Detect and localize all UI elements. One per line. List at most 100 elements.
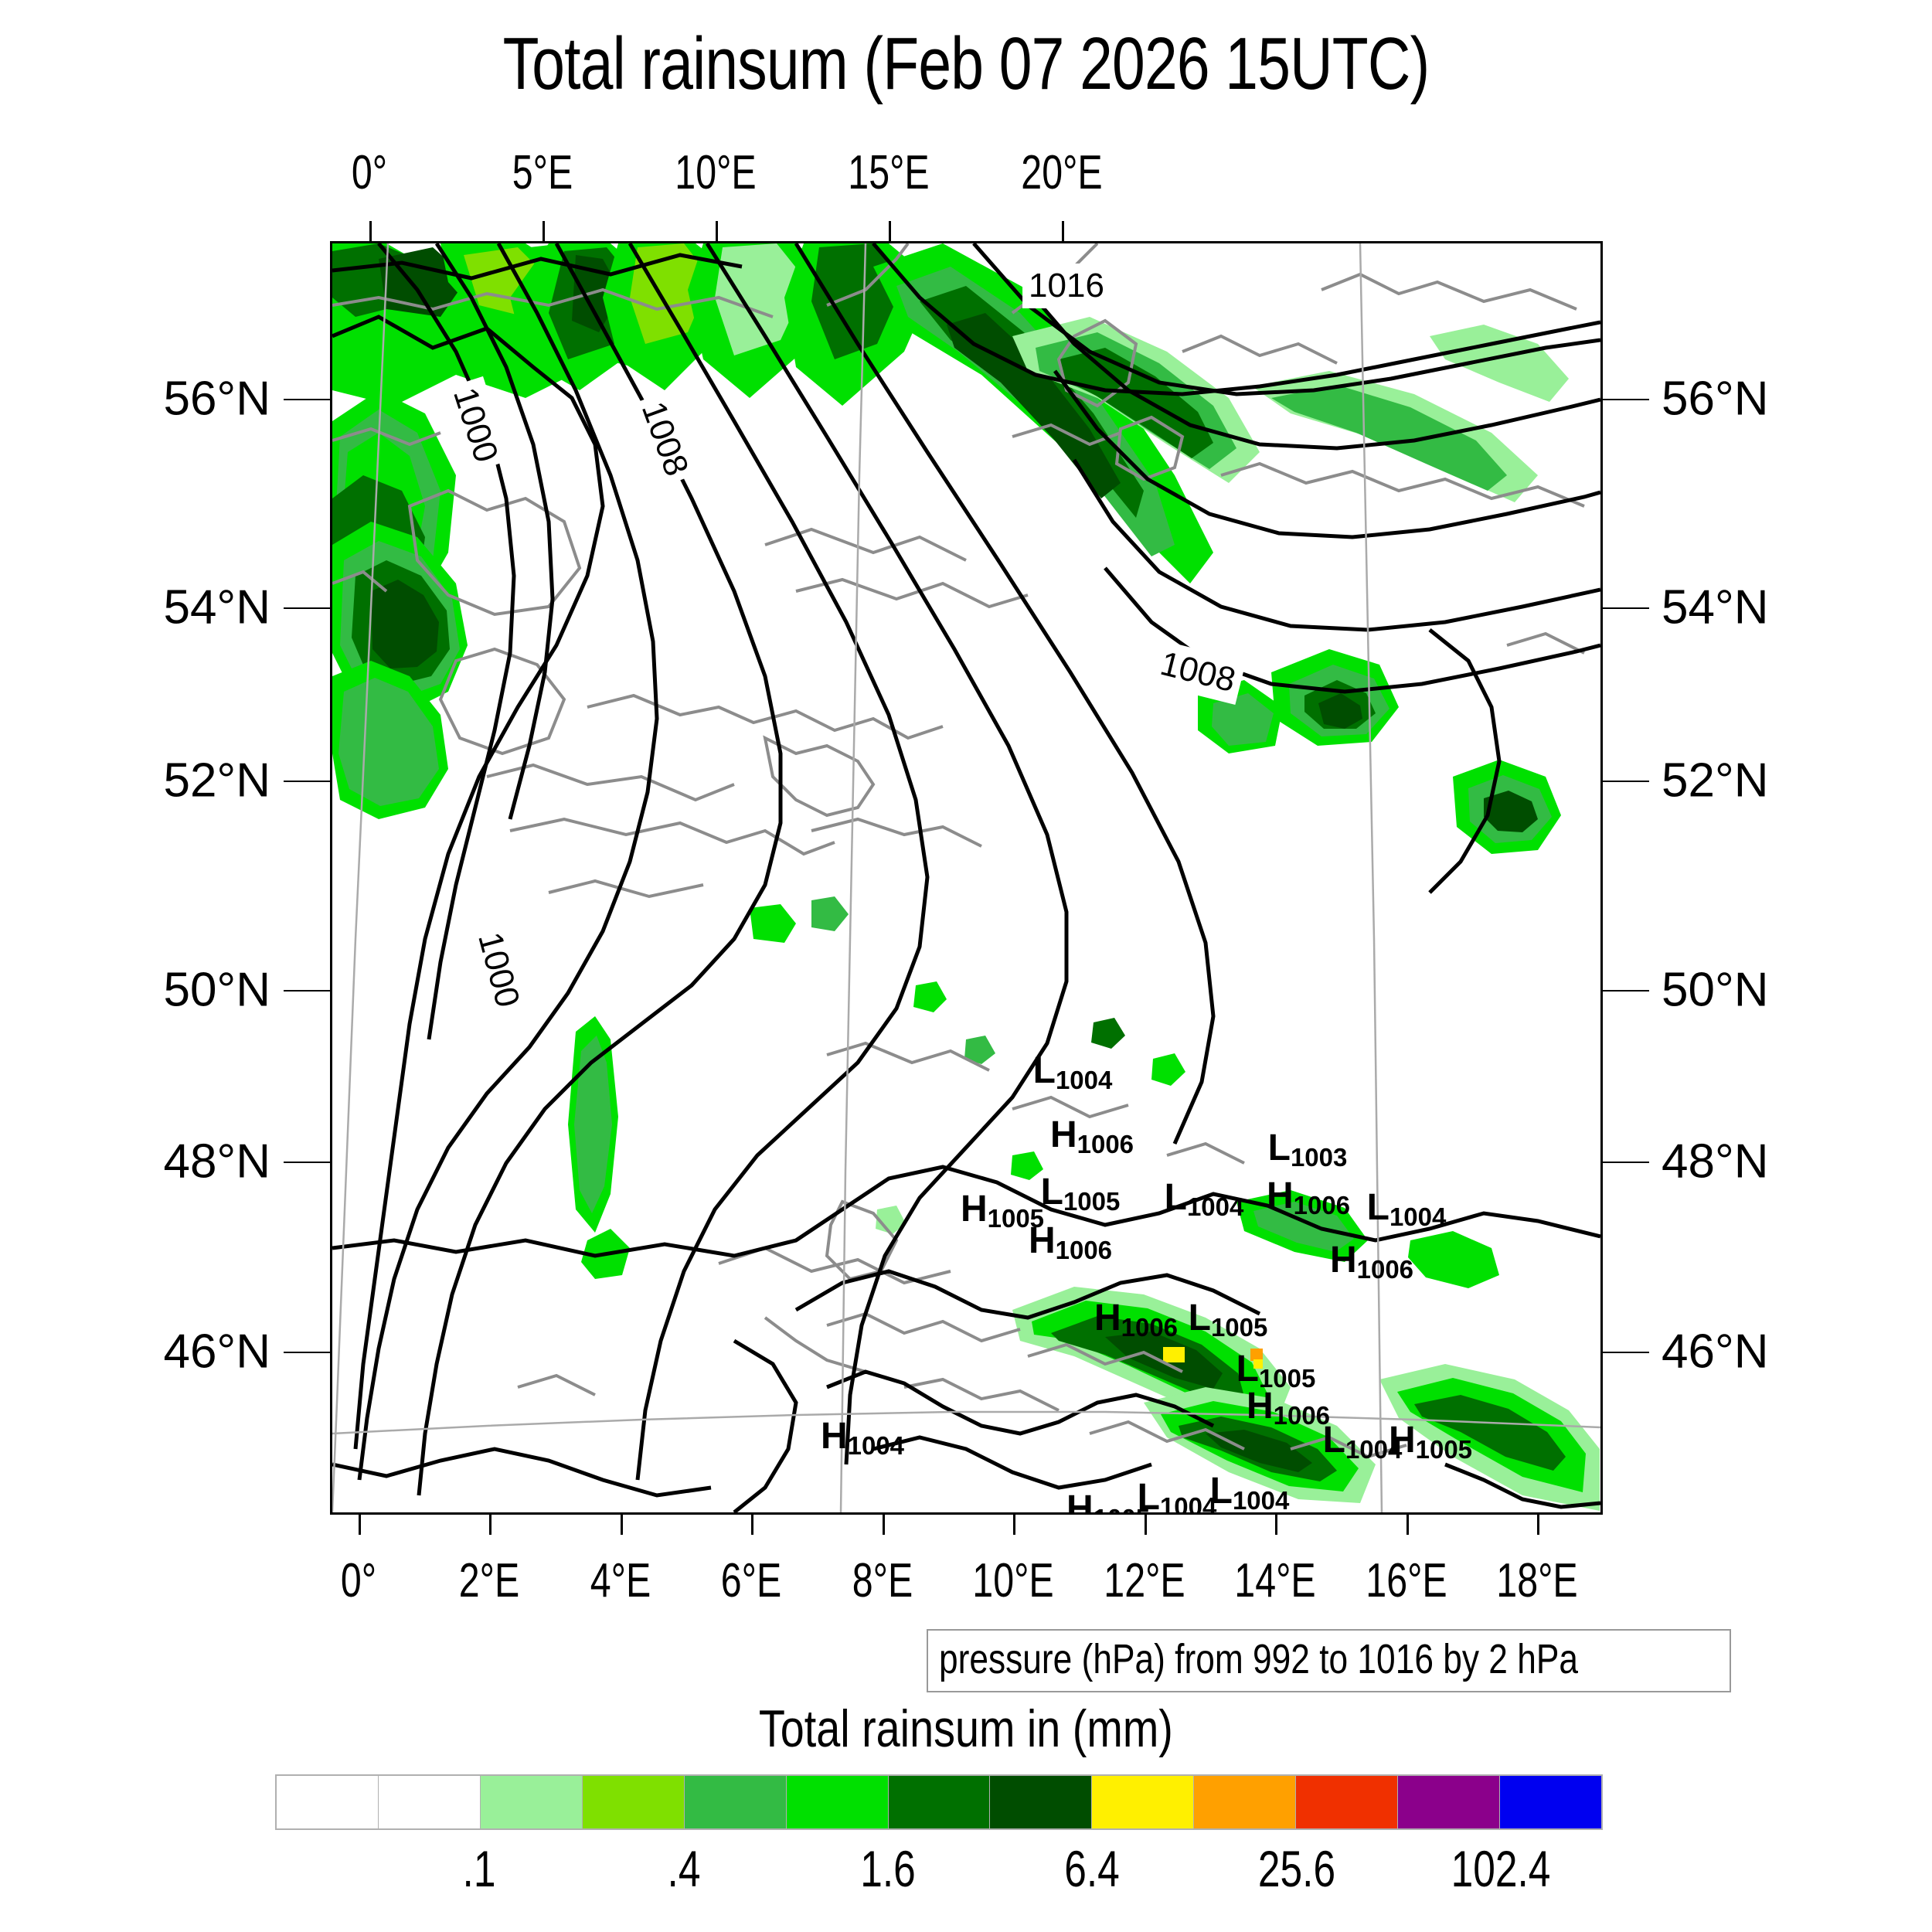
colorbar-cell-2[interactable] <box>480 1776 583 1828</box>
pressure-marker-value: 1005 <box>1063 1187 1121 1216</box>
colorbar-cell-4[interactable] <box>684 1776 787 1828</box>
colorbar-cell-1[interactable] <box>378 1776 481 1828</box>
pressure-marker-l-18: L1004 <box>1137 1477 1217 1515</box>
lat-tick-left-4 <box>284 1162 330 1163</box>
pressure-marker-letter: H <box>820 1416 848 1457</box>
lon-tick-bottom-7 <box>1275 1515 1277 1535</box>
pressure-marker-h-4: H1006 <box>1029 1223 1113 1264</box>
lat-tick-right-5 <box>1603 1352 1649 1353</box>
lon-tick-label-bottom-0: 0° <box>340 1554 377 1607</box>
pressure-marker-value: 1004 <box>847 1431 905 1460</box>
colorbar-label-1: .4 <box>667 1840 701 1897</box>
colorbar-cell-11[interactable] <box>1398 1776 1501 1828</box>
lat-tick-right-4 <box>1603 1162 1649 1163</box>
pressure-marker-l-11: L1005 <box>1188 1298 1268 1341</box>
pressure-marker-h-15: H1005 <box>1388 1420 1473 1464</box>
colorbar-cell-6[interactable] <box>888 1776 991 1828</box>
lon-tick-top-4 <box>1062 221 1064 241</box>
pressure-marker-value: 1006 <box>1121 1313 1179 1342</box>
colorbar-title-text: Total rainsum in (mm) <box>758 1699 1173 1758</box>
pressure-marker-value: 1004 <box>1159 1492 1217 1515</box>
colorbar-cell-7[interactable] <box>990 1776 1093 1828</box>
pressure-marker-value: 1005 <box>1415 1435 1473 1464</box>
pressure-marker-letter: H <box>1246 1386 1274 1427</box>
colorbar-cell-3[interactable] <box>582 1776 685 1828</box>
pressure-marker-h-13: H1006 <box>1246 1386 1330 1429</box>
lon-tick-label-top-3: 15°E <box>848 146 930 199</box>
lon-tick-bottom-2 <box>621 1515 623 1535</box>
lon-tick-bottom-8 <box>1406 1515 1409 1535</box>
lon-tick-label-top-4: 20°E <box>1021 146 1103 199</box>
lat-tick-left-3 <box>284 990 330 992</box>
pressure-marker-letter: L <box>1267 1128 1291 1168</box>
graticule <box>332 243 1600 1512</box>
lon-tick-label-bottom-7: 14°E <box>1234 1554 1316 1607</box>
pressure-marker-letter: L <box>1032 1050 1056 1091</box>
pressure-marker-value: 1004 <box>1186 1192 1244 1221</box>
pressure-marker-value: 1004 <box>1345 1435 1403 1464</box>
pressure-marker-value: 1004 <box>1055 1066 1113 1094</box>
lon-tick-bottom-1 <box>489 1515 492 1535</box>
lat-tick-label-left-0: 56°N <box>163 372 270 426</box>
lat-tick-left-0 <box>284 399 330 400</box>
pressure-marker-value: 1006 <box>1293 1191 1351 1219</box>
lat-tick-label-left-4: 48°N <box>163 1134 270 1189</box>
colorbar-cell-5[interactable] <box>786 1776 889 1828</box>
colorbar-cell-12[interactable] <box>1500 1776 1601 1828</box>
pressure-marker-h-3: H1005 <box>960 1189 1045 1233</box>
lat-tick-right-0 <box>1603 399 1649 400</box>
lat-tick-right-1 <box>1603 607 1649 609</box>
colorbar-cell-0[interactable] <box>277 1776 379 1828</box>
pressure-marker-letter: H <box>1066 1488 1094 1515</box>
lon-tick-label-bottom-8: 16°E <box>1366 1554 1447 1607</box>
contour-label-1016-2: 1016 <box>1022 264 1111 308</box>
lat-tick-right-3 <box>1603 990 1649 992</box>
lon-tick-top-1 <box>543 221 545 241</box>
pressure-marker-l-0: L1004 <box>1032 1050 1113 1094</box>
pressure-marker-h-1: H1006 <box>1050 1117 1134 1158</box>
lon-tick-label-bottom-1: 2°E <box>458 1554 520 1607</box>
lon-tick-label-bottom-2: 4°E <box>590 1554 651 1607</box>
colorbar[interactable] <box>275 1774 1603 1830</box>
pressure-marker-letter: H <box>1266 1175 1294 1216</box>
pressure-legend-text: pressure (hPa) from 992 to 1016 by 2 hPa <box>939 1636 1579 1682</box>
lon-tick-label-bottom-9: 18°E <box>1496 1554 1578 1607</box>
lat-tick-left-1 <box>284 607 330 609</box>
lon-tick-label-bottom-6: 12°E <box>1104 1554 1185 1607</box>
pressure-marker-h-10: H1006 <box>1094 1300 1179 1342</box>
pressure-marker-value: 1003 <box>1290 1143 1348 1172</box>
colorbar-title: Total rainsum in (mm) <box>0 1699 1932 1759</box>
colorbar-cell-10[interactable] <box>1296 1776 1399 1828</box>
lon-tick-label-top-2: 10°E <box>675 146 757 199</box>
lat-tick-left-5 <box>284 1352 330 1353</box>
lat-tick-left-2 <box>284 781 330 782</box>
lon-tick-top-2 <box>716 221 718 241</box>
pressure-marker-l-12: L1005 <box>1236 1349 1316 1392</box>
pressure-marker-letter: L <box>1366 1187 1389 1228</box>
colorbar-cell-9[interactable] <box>1194 1776 1297 1828</box>
pressure-marker-value: 1006 <box>1356 1255 1414 1284</box>
lat-tick-label-left-2: 52°N <box>163 753 270 808</box>
colorbar-cell-8[interactable] <box>1092 1776 1195 1828</box>
pressure-marker-l-8: L1004 <box>1367 1189 1447 1230</box>
pressure-marker-value: 1004 <box>1232 1486 1290 1515</box>
pressure-marker-letter: L <box>1322 1420 1345 1461</box>
pressure-marker-letter: L <box>1209 1471 1233 1512</box>
pressure-marker-value: 1006 <box>1055 1236 1113 1264</box>
pressure-marker-letter: L <box>1040 1172 1063 1213</box>
pressure-marker-letter: L <box>1188 1298 1211 1338</box>
pressure-marker-h-16: H1004 <box>820 1416 905 1460</box>
pressure-legend-box: pressure (hPa) from 992 to 1016 by 2 hPa <box>927 1629 1731 1692</box>
pressure-marker-letter: H <box>1388 1420 1416 1461</box>
pressure-marker-letter: L <box>1137 1477 1160 1515</box>
map-plot-area[interactable]: 1000 1008 1016 1008 1000 L1004 H1006 L1005 H100… <box>330 241 1603 1515</box>
pressure-marker-letter: L <box>1164 1177 1187 1218</box>
lon-tick-bottom-9 <box>1537 1515 1539 1535</box>
lat-tick-label-right-0: 56°N <box>1662 372 1769 426</box>
pressure-marker-value: 1006 <box>1077 1130 1134 1158</box>
lat-tick-label-right-4: 48°N <box>1662 1134 1769 1189</box>
pressure-marker-h-17: H1005 <box>1066 1488 1150 1515</box>
pressure-marker-letter: H <box>960 1189 988 1230</box>
pressure-marker-letter: L <box>1236 1349 1259 1389</box>
pressure-marker-value: 1005 <box>987 1204 1045 1233</box>
